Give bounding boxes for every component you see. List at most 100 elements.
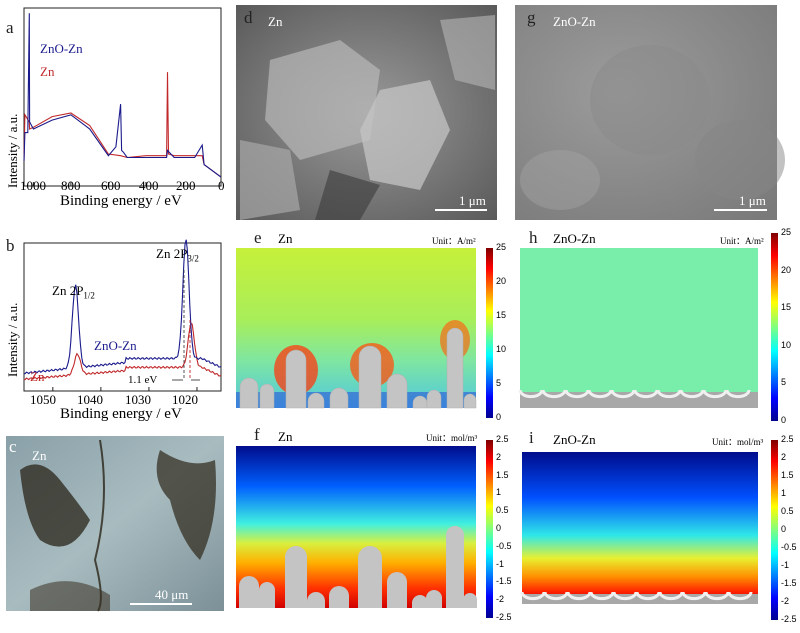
panel-letter-f: f (254, 425, 260, 444)
panel-f-unit: Unit：mol/m³ (426, 433, 478, 443)
panel-h-label: ZnO-Zn (553, 231, 596, 246)
panel-e-unit: Unit：A/m² (432, 236, 476, 246)
colorbar-tick-label: 2.5 (496, 434, 509, 444)
panel-b-xtick-1040: 1040 (77, 392, 103, 407)
panel-i-simulation (520, 440, 778, 620)
colorbar-tick-label: 1.5 (496, 469, 509, 480)
panel-g-sem (515, 5, 785, 220)
panel-i-field (522, 452, 758, 604)
panel-d-sem (236, 5, 497, 220)
panel-a-series-znozn (23, 13, 222, 178)
interface-bump (610, 389, 636, 399)
panel-a-ylabel-wrap: Intensity / a.u. (3, 80, 23, 190)
panel-a-legend-zn: Zn (40, 64, 55, 79)
panel-b-series-znozn (23, 239, 222, 375)
colorbar-tick-label: 25 (781, 227, 792, 237)
panel-b-legend-znozn: ZnO-Zn (94, 338, 137, 353)
interface-bump (541, 389, 567, 399)
panel-i-colorbar (771, 440, 778, 620)
panel-a-xtick-600: 600 (101, 178, 121, 193)
dendrite (259, 582, 275, 608)
panel-d-scale-label: 1 μm (459, 193, 486, 208)
dendrite (446, 526, 464, 608)
panel-g-domain-3 (520, 150, 600, 210)
panel-h-colorbar (771, 233, 778, 421)
dendrite (426, 590, 442, 608)
panel-b-peak-label-right: Zn 2P3/2 (156, 246, 199, 264)
panel-b-xtick-1030: 1030 (125, 392, 151, 407)
colorbar-tick-label: -2.5 (781, 614, 797, 624)
panel-e-colorbar-ticks: 25 20 15 10 5 0 (496, 242, 516, 422)
panel-letter-d: d (244, 8, 253, 27)
panel-b-ylabel-wrap: Intensity / a.u. (3, 245, 23, 385)
dendrite (285, 546, 307, 608)
panel-f-colorbar (486, 440, 493, 618)
colorbar-tick-label: -1 (781, 560, 790, 570)
colorbar-tick-label: -0.5 (496, 540, 512, 551)
dendrite (239, 576, 259, 608)
panel-c-dark-region (20, 464, 90, 547)
panel-h-simulation (518, 233, 778, 421)
interface-bump (681, 591, 707, 601)
colorbar-tick-label: 5 (781, 377, 787, 388)
panel-b-xlabel: Binding energy / eV (60, 406, 182, 422)
colorbar-tick-label: -1.5 (496, 576, 512, 587)
colorbar-tick-label: -1.5 (781, 578, 797, 588)
colorbar-tick-label: -0.5 (781, 542, 797, 552)
colorbar-tick-label: 20 (496, 276, 507, 286)
colorbar-tick-label: 0 (496, 412, 502, 422)
panel-letter-h: h (529, 228, 538, 247)
panel-g-label: ZnO-Zn (553, 14, 596, 29)
panel-d-flake-2 (360, 80, 450, 190)
panel-h-colorbar-ticks: 25 20 15 10 5 0 (781, 227, 799, 425)
panel-letter-g: g (527, 8, 536, 27)
panel-d-flake-1 (265, 40, 380, 160)
interface-bump (656, 389, 682, 399)
colorbar-tick-label: 5 (496, 378, 502, 388)
colorbar-tick-label: 0.5 (781, 506, 794, 516)
colorbar-tick-label: -2 (496, 594, 505, 605)
dendrite (329, 387, 349, 409)
panel-a-series-zn (23, 72, 222, 178)
dendrite (386, 373, 408, 409)
panel-a-legend-znozn: ZnO-Zn (40, 41, 83, 56)
panel-letter-e: e (254, 228, 262, 247)
panel-e-colorbar (486, 248, 493, 418)
interface-bump (566, 591, 592, 601)
dendrite (358, 345, 382, 409)
interface-bump (587, 389, 613, 399)
interface-bump (543, 591, 569, 601)
dendrite (412, 395, 428, 409)
panel-f-simulation (236, 440, 493, 618)
dendrite (463, 593, 477, 608)
interface-bump (564, 389, 590, 399)
panel-c-label: Zn (32, 448, 47, 463)
panel-b-chart (23, 239, 222, 392)
panel-b-shift-label: 1.1 eV (128, 374, 158, 386)
panel-g-domain-2 (695, 120, 785, 200)
panel-letter-c: c (9, 437, 17, 456)
dendrite (463, 393, 477, 409)
colorbar-tick-label: 1 (496, 487, 502, 498)
dendrite (387, 572, 407, 608)
dendrite (307, 592, 325, 608)
colorbar-tick-label: 2.5 (781, 434, 794, 444)
panel-a-chart (23, 7, 222, 187)
panel-f-label: Zn (278, 429, 293, 444)
panel-i-label: ZnO-Zn (553, 432, 596, 447)
panel-b-legend-zn: Zn (30, 369, 45, 384)
panel-letter-b: b (6, 236, 15, 255)
panel-a-xtick-200: 200 (176, 178, 196, 193)
colorbar-tick-label: 0 (781, 415, 787, 425)
dendrite (412, 595, 428, 608)
dendrite (329, 586, 349, 608)
panel-h-unit: Unit：A/m² (720, 236, 764, 246)
panel-b-frame (23, 242, 222, 392)
panel-h-field (520, 248, 758, 408)
interface-bump (518, 389, 544, 399)
panel-letter-a: a (6, 18, 14, 37)
interface-bump (679, 389, 705, 399)
panel-a-xtick-0: 0 (218, 178, 225, 193)
interface-bump (612, 591, 638, 601)
colorbar-tick-label: 1.5 (781, 470, 794, 480)
